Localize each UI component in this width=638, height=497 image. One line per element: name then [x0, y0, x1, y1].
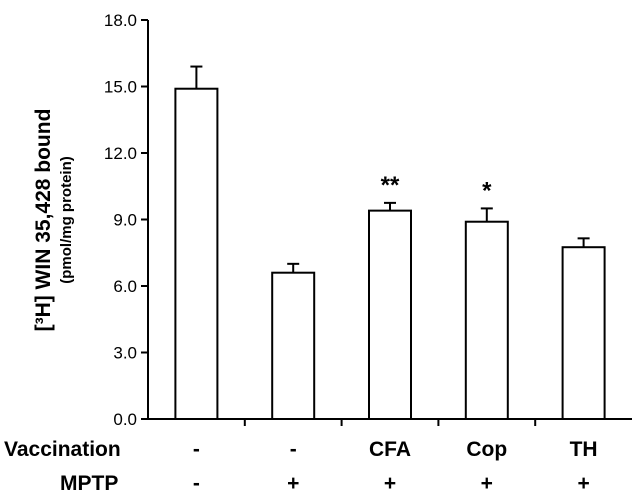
bar	[464, 220, 509, 420]
vaccination-label: TH	[570, 438, 598, 461]
y-tick-label: 12.0	[104, 144, 137, 163]
bar	[271, 271, 316, 421]
bar	[174, 87, 219, 420]
vaccination-label: -	[193, 438, 200, 461]
y-tick-label: 15.0	[104, 78, 137, 97]
vaccination-label: -	[290, 438, 297, 461]
mptp-label: +	[481, 472, 493, 495]
y-axis-unit: (pmol/mg protein)	[58, 156, 75, 284]
mptp-label: +	[287, 472, 299, 495]
y-tick-label: 3.0	[113, 344, 137, 363]
y-axis-title: [³H] WIN 35,428 bound	[32, 109, 55, 332]
significance-marker: *	[482, 177, 492, 204]
y-tick-label: 18.0	[104, 11, 137, 30]
mptp-label: +	[577, 472, 589, 495]
y-ticks: 0.0 3.0 6.0 9.0 12.0 15.0 18.0	[104, 11, 148, 429]
y-axis-label: [³H] WIN 35,428 bound (pmol/mg protein)	[32, 109, 75, 332]
mptp-row-label: MPTP	[60, 472, 118, 495]
y-tick-label: 9.0	[113, 211, 137, 230]
y-tick-label: 0.0	[113, 410, 137, 429]
group-labels: Vaccination MPTP - - - + CFA + Cop + TH +	[4, 438, 598, 495]
significance-marker: **	[381, 172, 400, 199]
mptp-label: -	[193, 472, 200, 495]
vaccination-label: CFA	[369, 438, 411, 461]
bar	[561, 246, 606, 420]
y-tick-label: 6.0	[113, 277, 137, 296]
bars: ** *	[174, 65, 606, 421]
bar	[368, 209, 412, 420]
mptp-label: +	[384, 472, 396, 495]
vaccination-label: Cop	[466, 438, 507, 461]
vaccination-row-label: Vaccination	[4, 438, 121, 461]
